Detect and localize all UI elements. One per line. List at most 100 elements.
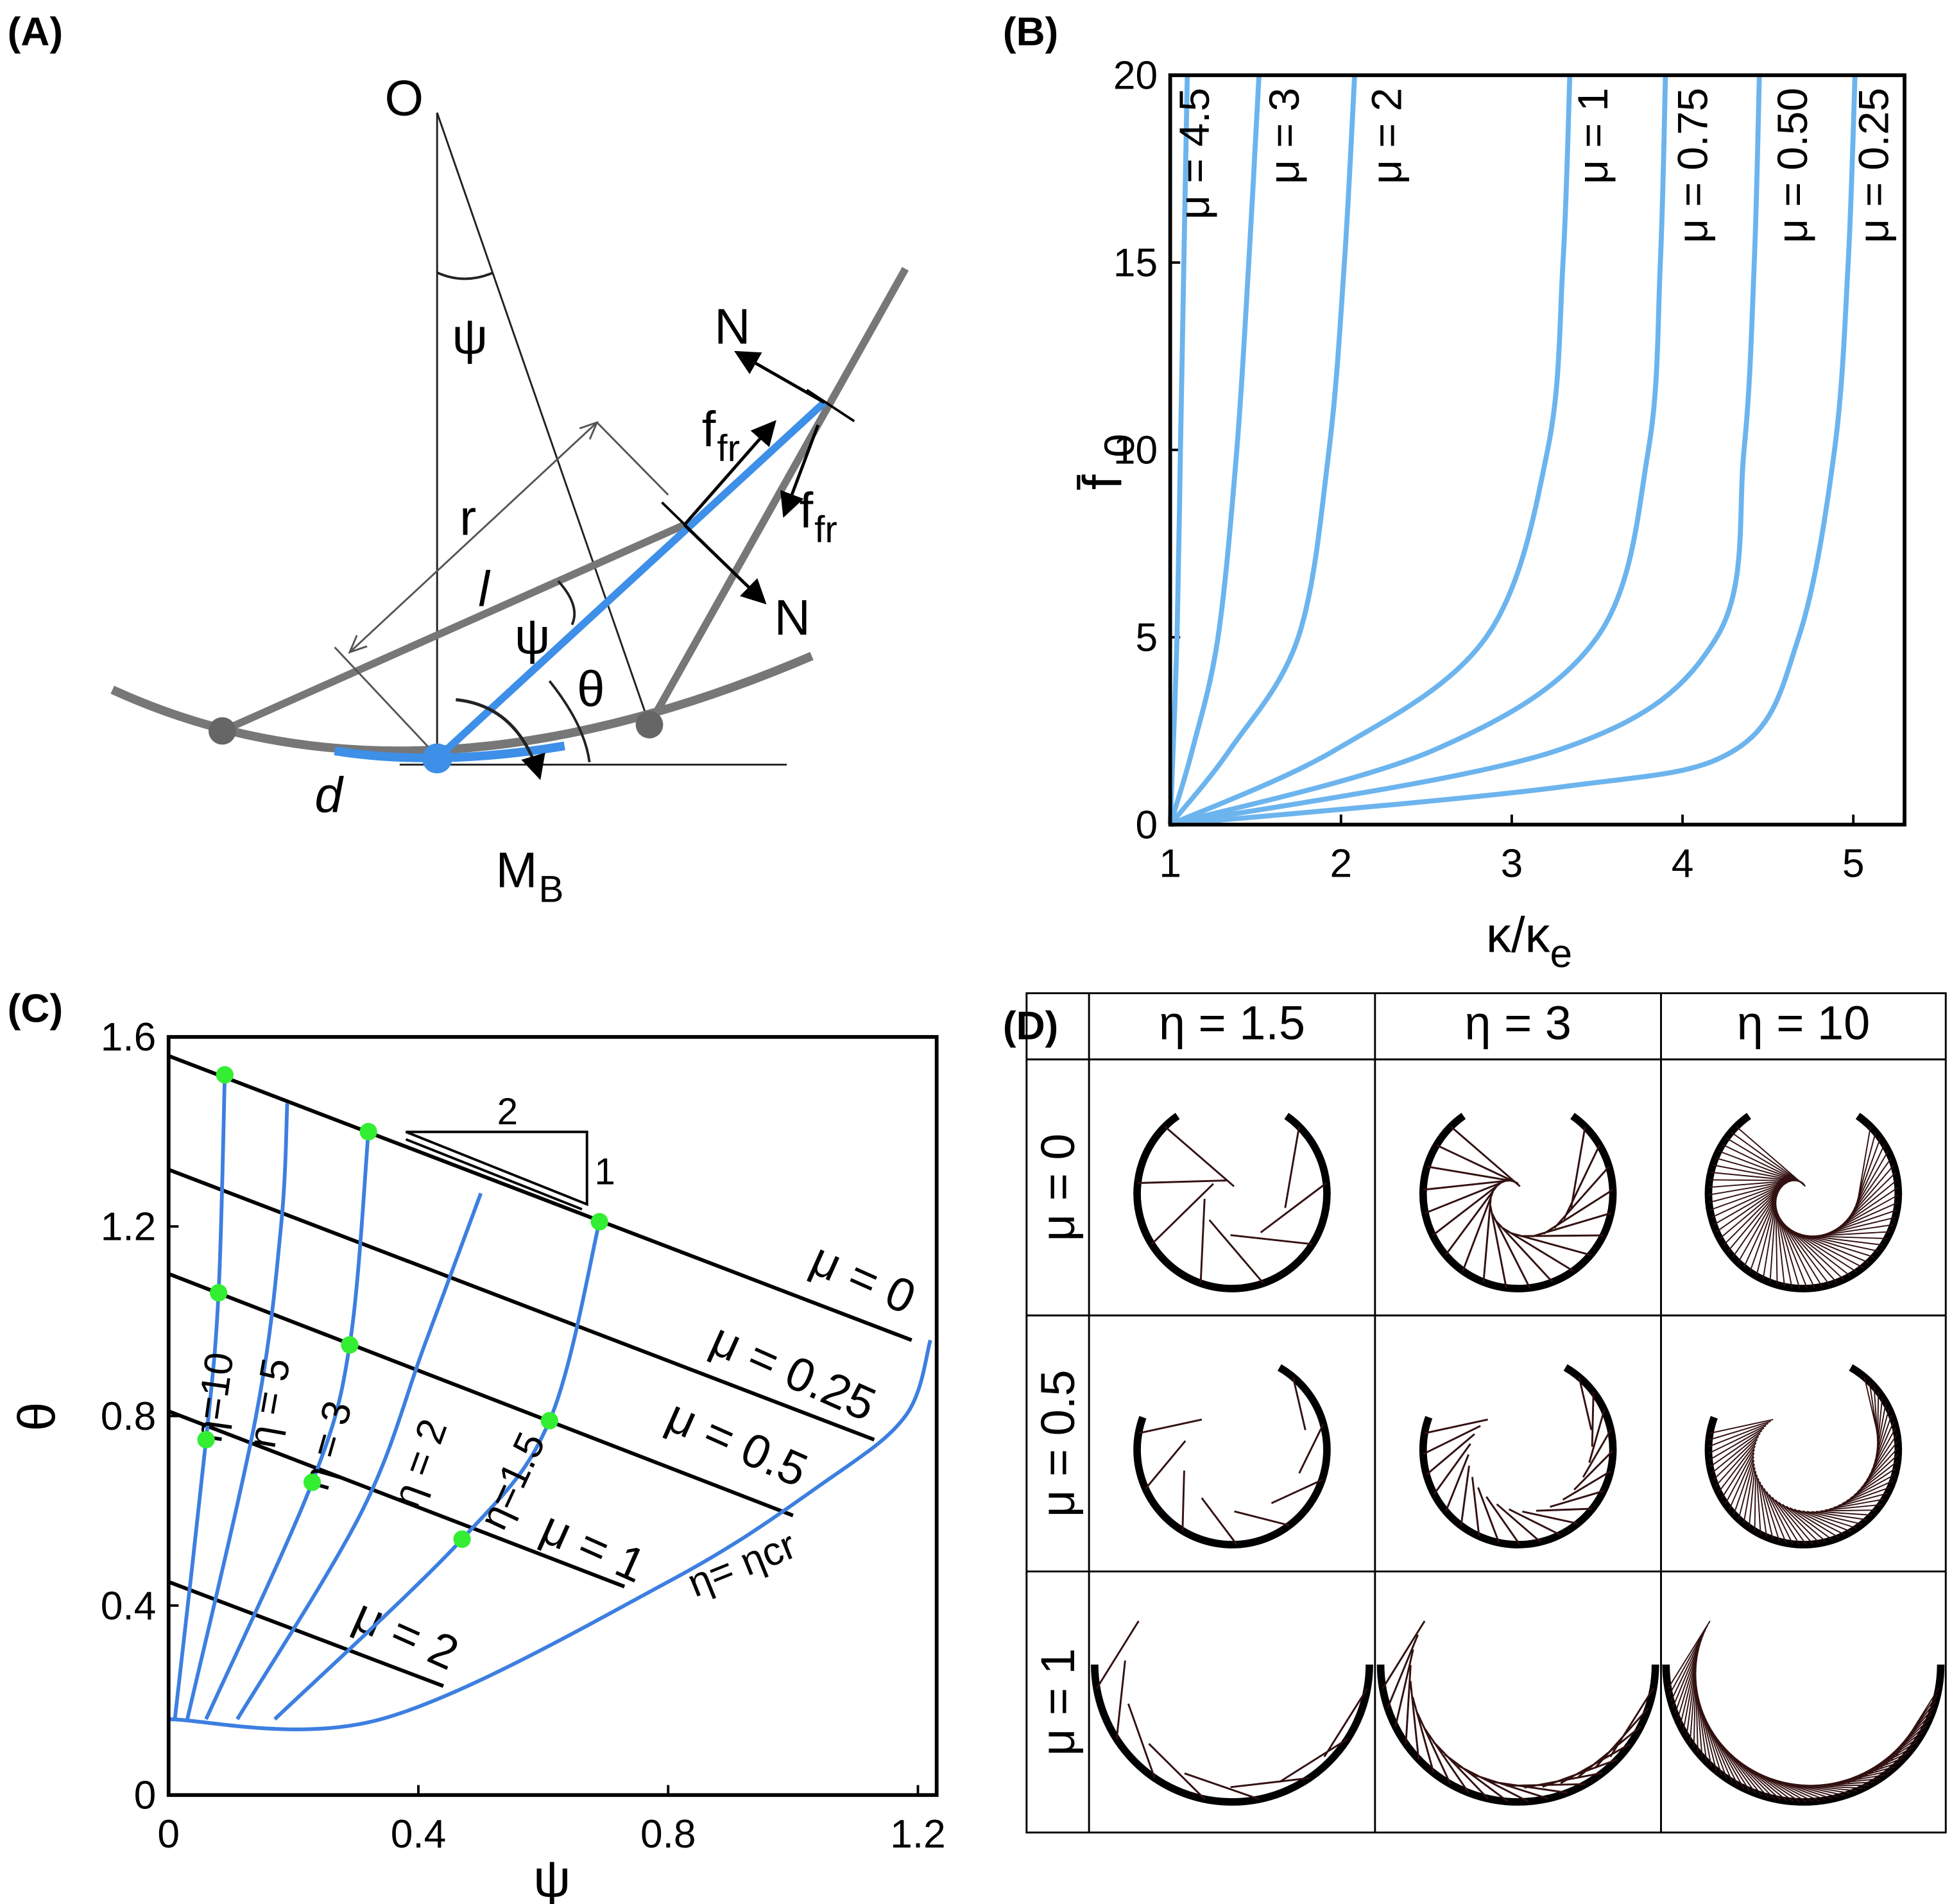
diagram-label: f — [800, 483, 814, 538]
point — [197, 1430, 215, 1449]
diagram-label: f — [702, 402, 716, 457]
y-tick-label: 1.6 — [101, 1015, 157, 1059]
diagram-label: d — [314, 768, 344, 823]
point — [359, 1122, 377, 1141]
diagram-label: M — [496, 843, 538, 898]
column-header: η = 3 — [1464, 997, 1571, 1050]
series-line — [1169, 75, 1762, 827]
series-line — [1169, 75, 1668, 827]
diagram-label: O — [384, 71, 424, 126]
series-line — [1167, 75, 1190, 825]
series-label: η = 5 — [240, 1355, 299, 1451]
series-line — [1169, 75, 1573, 827]
diagram-label: l — [478, 562, 491, 617]
y-tick-label: 0 — [134, 1774, 157, 1818]
ring — [1662, 1664, 1945, 1806]
point — [590, 1213, 608, 1231]
spokes — [1708, 1377, 1899, 1545]
diagram-label-sub: fr — [717, 428, 740, 470]
diagram-label: ψ — [452, 309, 488, 365]
spokes — [1095, 1620, 1369, 1801]
series-line — [173, 1074, 227, 1720]
ring — [1419, 1364, 1617, 1548]
series-line — [204, 1131, 371, 1720]
x-tick-label: 0.4 — [391, 1812, 447, 1857]
x-tick-label: 2 — [1330, 842, 1352, 886]
series-label: η=1.5 — [471, 1426, 554, 1536]
diagram-label: ψ — [515, 609, 551, 664]
y-axis-label: f̄ — [1072, 474, 1134, 490]
y-tick-label: 10 — [1113, 429, 1158, 473]
plot-frame — [1168, 73, 1906, 827]
y-tick-label: 0.8 — [101, 1394, 157, 1439]
x-tick-label: 4 — [1672, 842, 1694, 886]
point — [540, 1412, 558, 1430]
series-label: μ = 0.75 — [1670, 88, 1717, 243]
y-tick-label: 15 — [1113, 241, 1158, 286]
x-tick-label: 3 — [1501, 842, 1523, 886]
table-grid — [1025, 992, 1947, 1834]
ring — [1091, 1664, 1373, 1806]
series-label: μ = 3 — [1261, 88, 1308, 184]
point — [453, 1530, 471, 1548]
plot: 1 2 3 4 5 0 5 10 15 20 μ = 4.5 μ = 3 μ = 2 μ = 1 μ = 0… — [1072, 54, 1906, 976]
point — [341, 1336, 359, 1354]
series-label: μ = 1 — [1570, 88, 1617, 184]
panel-label: (B) — [1003, 10, 1058, 55]
series-line — [167, 1054, 912, 1342]
ring — [1704, 1364, 1903, 1548]
series-line — [1170, 75, 1858, 827]
point — [216, 1066, 234, 1084]
spokes — [1137, 1126, 1327, 1284]
x-tick-label: 1 — [1159, 842, 1181, 886]
ring — [1419, 1113, 1617, 1292]
series-label: μ = 4.5 — [1171, 88, 1219, 219]
series-line — [167, 1272, 794, 1518]
annotation: 1 — [594, 1151, 615, 1193]
series-label: η= ηcr — [681, 1523, 802, 1606]
spokes — [1382, 1620, 1654, 1803]
spokes — [1423, 1377, 1614, 1545]
series-line — [167, 1580, 444, 1688]
x-tick-label: 1.2 — [890, 1812, 946, 1857]
ring — [1133, 1364, 1331, 1548]
spokes — [1138, 1377, 1324, 1545]
x-tick-label: 5 — [1842, 842, 1865, 886]
diagram-label: N — [714, 300, 750, 355]
spokes — [1667, 1620, 1940, 1803]
series-line — [168, 1339, 932, 1731]
series-label: μ = 0.25 — [1851, 88, 1898, 243]
diagram-label: θ — [577, 662, 604, 717]
panel-label: (A) — [8, 10, 63, 55]
y-tick-label: 5 — [1136, 615, 1158, 660]
spokes — [1708, 1126, 1899, 1289]
series-label: μ = 1 — [534, 1500, 654, 1593]
series-line — [1168, 75, 1357, 827]
x-tick-label: 0 — [157, 1812, 180, 1857]
series-label: μ = 0 — [803, 1231, 923, 1324]
series-label: μ = 0.5 — [659, 1389, 816, 1497]
y-axis-label-sub: 0 — [1096, 434, 1143, 458]
x-tick-label: 0.8 — [640, 1812, 696, 1857]
series-label: μ = 0.50 — [1769, 88, 1817, 243]
panel-label: (D) — [1003, 1004, 1058, 1049]
point — [303, 1473, 321, 1491]
shape-drawings — [1091, 1113, 1945, 1806]
series-line — [235, 1192, 483, 1720]
row-header: μ = 0 — [1031, 1133, 1084, 1241]
series-line — [167, 1167, 875, 1442]
column-header: η = 10 — [1737, 997, 1871, 1050]
annotation: 2 — [497, 1091, 518, 1133]
ring — [1133, 1113, 1331, 1292]
column-header: η = 1.5 — [1159, 997, 1305, 1050]
diagram-label-sub: B — [538, 869, 563, 911]
series-line — [1167, 75, 1262, 826]
x-axis-label: κ/κ — [1486, 907, 1551, 963]
series-line — [273, 1221, 602, 1721]
panel-label: (C) — [8, 986, 63, 1031]
series-line — [167, 1409, 626, 1589]
diagram-label: N — [775, 590, 810, 646]
y-tick-label: 20 — [1113, 54, 1158, 98]
